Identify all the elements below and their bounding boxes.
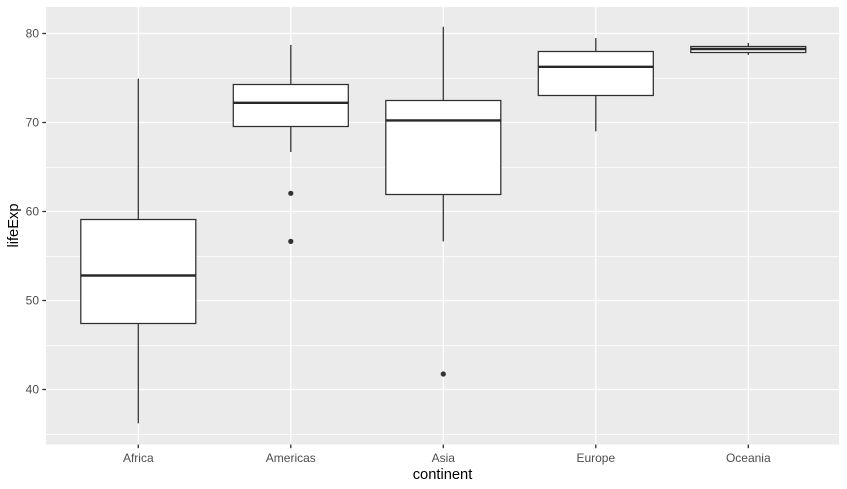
svg-text:Oceania: Oceania <box>726 451 771 465</box>
svg-text:Africa: Africa <box>123 451 154 465</box>
svg-text:Americas: Americas <box>266 451 316 465</box>
svg-text:Europe: Europe <box>576 451 615 465</box>
svg-text:50: 50 <box>26 294 40 308</box>
svg-text:60: 60 <box>26 205 40 219</box>
svg-text:Asia: Asia <box>432 451 456 465</box>
svg-text:70: 70 <box>26 116 40 130</box>
svg-text:40: 40 <box>26 383 40 397</box>
svg-text:80: 80 <box>26 27 40 41</box>
svg-text:lifeExp: lifeExp <box>6 203 22 247</box>
svg-text:continent: continent <box>413 467 473 483</box>
